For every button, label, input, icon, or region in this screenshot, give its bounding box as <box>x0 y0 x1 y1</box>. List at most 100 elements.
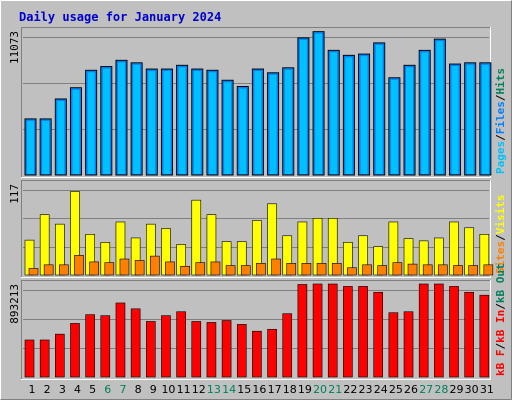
bar-kb <box>85 314 95 378</box>
bar-kb <box>39 339 50 378</box>
bar-sites <box>422 264 433 276</box>
x-tick-label: 27 <box>419 383 433 396</box>
bar-kb <box>206 322 217 378</box>
legend-entry: Files <box>494 101 507 134</box>
x-tick-label: 9 <box>150 383 157 396</box>
x-tick-label: 13 <box>207 383 221 396</box>
bar-sites <box>89 261 99 276</box>
bar-sites <box>165 261 175 276</box>
bar-pages <box>42 120 50 174</box>
x-tick-label: 18 <box>283 383 297 396</box>
x-tick-label: 31 <box>480 383 494 396</box>
y-max-label: 117 <box>8 184 21 204</box>
y-max-label: 893213 <box>8 284 21 324</box>
bar-sites <box>407 263 418 276</box>
bar-sites <box>74 255 84 276</box>
x-tick-label: 11 <box>177 383 191 396</box>
bar-pages <box>315 33 323 174</box>
bar-pages <box>193 71 201 174</box>
bar-kb <box>327 283 338 378</box>
bar-sites <box>301 263 312 276</box>
legend-entry: / <box>494 303 507 310</box>
x-tick-label: 24 <box>374 383 388 396</box>
bar-sites <box>210 261 221 276</box>
bars <box>24 283 490 378</box>
bar-pages <box>481 64 489 174</box>
bar-kb <box>267 328 277 378</box>
x-tick-label: 7 <box>119 383 126 396</box>
bar-sites <box>104 262 115 276</box>
bar-sites <box>59 264 69 276</box>
bar-pages <box>133 64 141 174</box>
bar-pages <box>72 89 80 174</box>
legend-entry: / <box>494 94 507 101</box>
bar-sites <box>377 265 388 276</box>
bar-pages <box>390 79 398 174</box>
bar-pages <box>299 39 307 175</box>
bar-sites <box>347 267 357 276</box>
bar-pages <box>421 52 429 174</box>
bar-sites <box>331 263 342 276</box>
bar-pages <box>163 71 171 174</box>
bar-kb <box>418 283 429 378</box>
bar-kb <box>176 311 186 378</box>
x-tick-label: 15 <box>237 383 251 396</box>
bar-kb <box>388 312 399 378</box>
legend-entry: Hits <box>494 68 507 95</box>
bar-kb <box>236 324 247 378</box>
bar-kb <box>145 321 156 378</box>
bar-pages <box>284 69 292 174</box>
x-tick-label: 21 <box>328 383 342 396</box>
chart-title: Daily usage for January 2024 <box>19 10 221 24</box>
bar-pages <box>239 88 247 174</box>
legend-entry: Pages <box>494 141 507 174</box>
bar-sites <box>286 263 297 276</box>
x-tick-label: 25 <box>389 383 403 396</box>
bar-sites <box>240 265 251 276</box>
x-tick-label: 16 <box>252 383 266 396</box>
bar-sites <box>316 263 327 276</box>
bar-kb <box>358 286 368 378</box>
x-tick-label: 26 <box>404 383 418 396</box>
bar-kb <box>70 323 80 378</box>
bar-pages <box>375 44 383 174</box>
bar-sites <box>256 263 266 276</box>
bar-sites <box>28 268 39 276</box>
bar-kb <box>100 315 111 378</box>
x-tick-label: 2 <box>44 383 51 396</box>
bar-pages <box>451 66 459 174</box>
bar-pages <box>330 52 338 174</box>
bar-sites <box>362 264 372 276</box>
bar-kb <box>282 313 293 378</box>
x-tick-label: 12 <box>192 383 206 396</box>
x-tick-label: 30 <box>465 383 479 396</box>
bar-sites <box>43 264 54 276</box>
bar-sites <box>119 258 130 276</box>
bar-kb <box>373 291 384 378</box>
bar-pages <box>27 120 34 174</box>
chart-panels: 11073Pages/Files/Hits117Sites/Visits8932… <box>8 27 507 380</box>
bar-kb <box>221 320 232 378</box>
bar-pages <box>345 57 353 174</box>
bar-kb <box>312 283 323 378</box>
x-tick-label: 10 <box>161 383 175 396</box>
x-tick-label: 20 <box>313 383 327 396</box>
bar-kb <box>252 330 262 378</box>
panel-legend: Sites/Visits <box>494 195 507 275</box>
bar-kb <box>24 339 35 378</box>
bar-kb <box>449 286 459 378</box>
bar-kb <box>55 333 65 378</box>
bar-pages <box>406 67 414 174</box>
bars <box>24 31 492 176</box>
legend-entry: Visits <box>494 195 507 235</box>
legend-entry: kB In <box>494 310 507 343</box>
legend-entry: Sites <box>494 241 507 274</box>
y-max-label: 11073 <box>8 31 21 64</box>
x-tick-label: 17 <box>268 383 282 396</box>
bar-sites <box>453 265 463 276</box>
bar-sites <box>180 265 190 276</box>
